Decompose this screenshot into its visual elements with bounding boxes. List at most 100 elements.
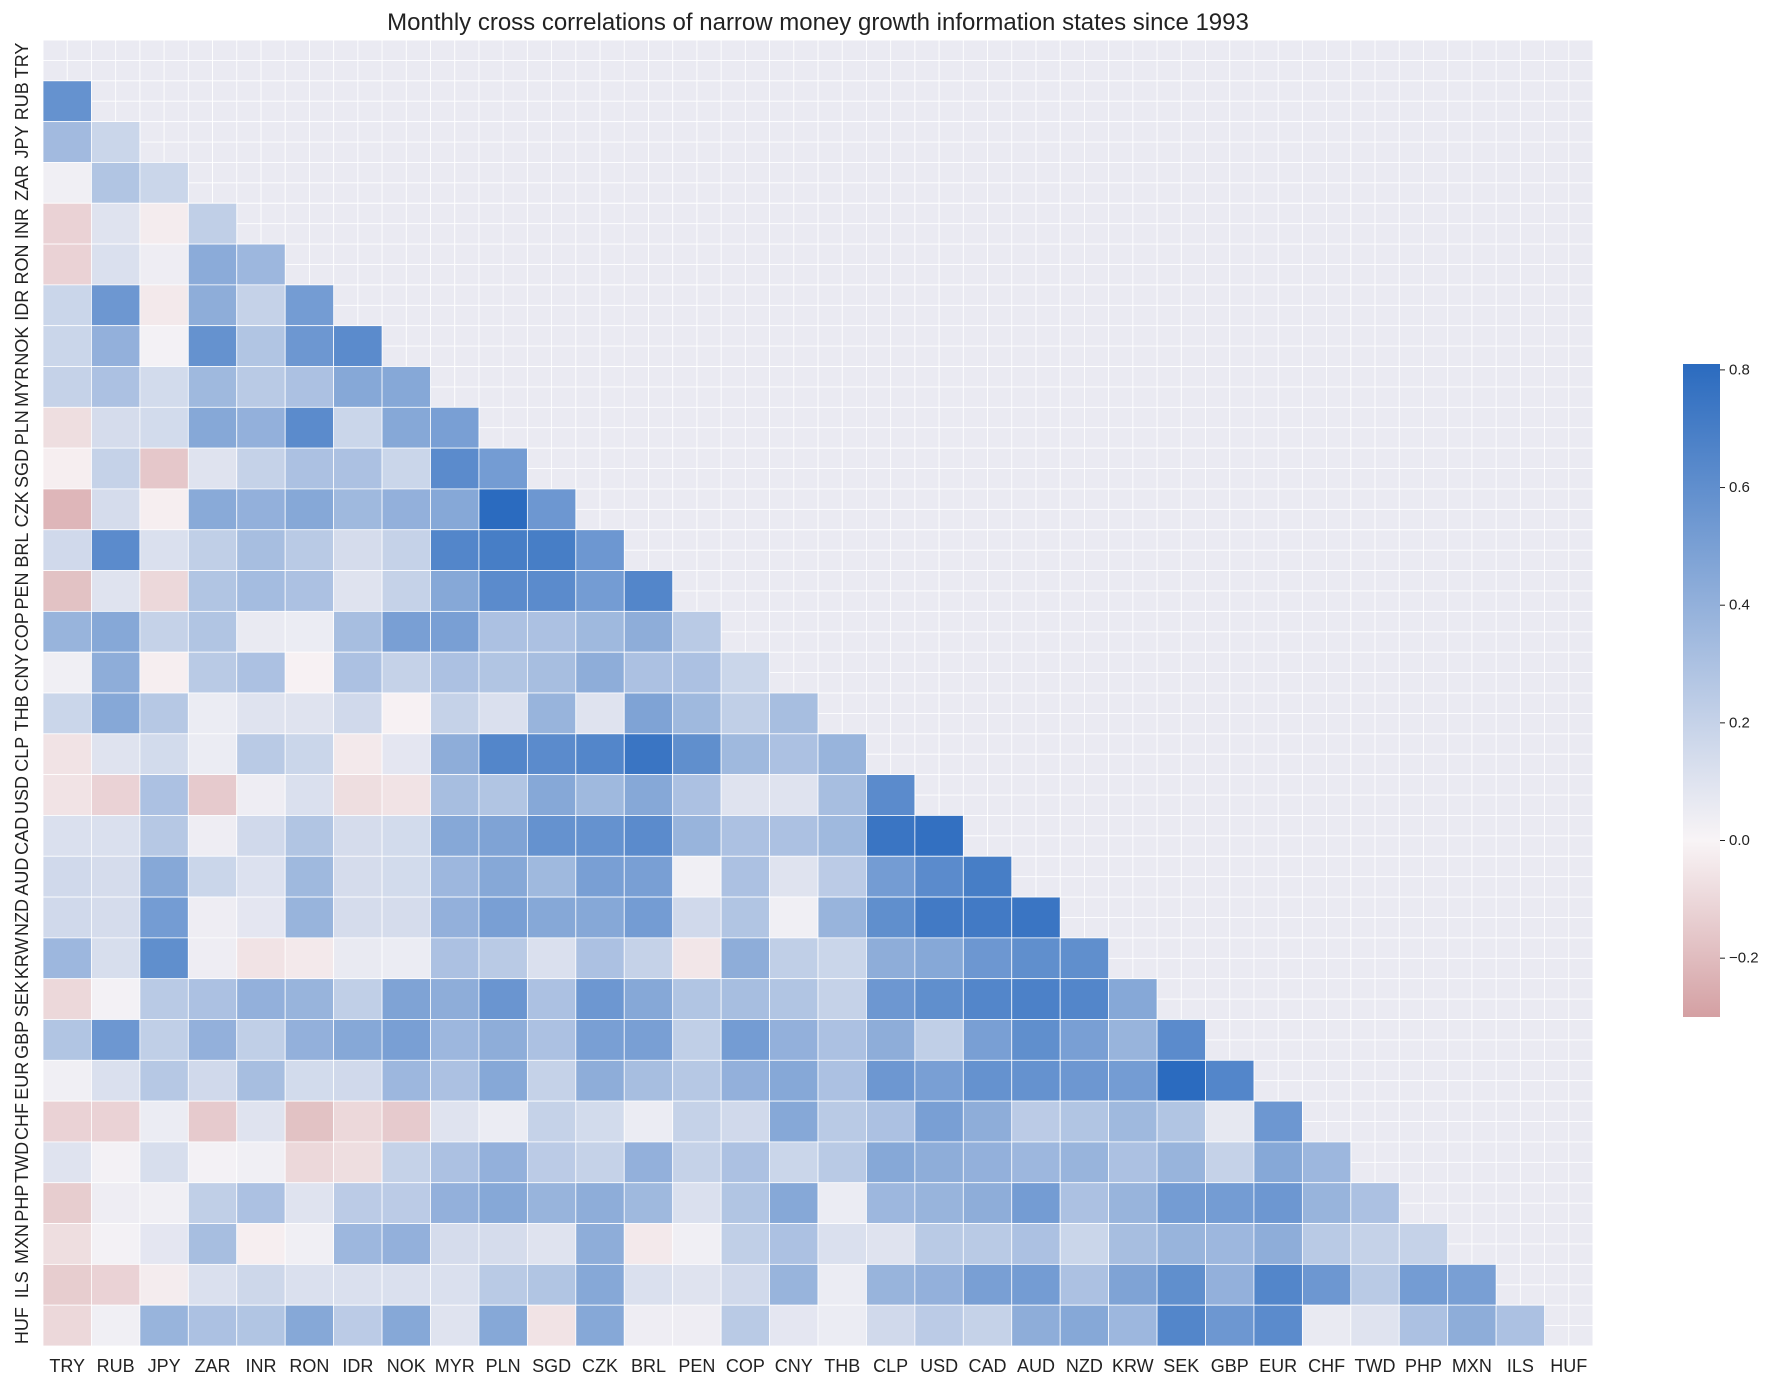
heatmap-cell-twd-eur [1253, 1141, 1303, 1184]
heatmap-cell-ils-czk [575, 1263, 625, 1306]
heatmap-cell-sek-nok [381, 978, 431, 1020]
heatmap-cell-aud-cop [720, 855, 770, 898]
heatmap-cell-idr-zar [187, 284, 238, 327]
heatmap-cell-thb-brl [623, 692, 674, 735]
heatmap-cell-chf-cny [769, 1100, 819, 1143]
heatmap-cell-nzd-sgd [526, 896, 577, 939]
heatmap-cell-usd-cop [720, 774, 770, 816]
heatmap-cell-eur-try [42, 1059, 92, 1102]
x-tick-label-chf: CHF [1308, 1356, 1345, 1376]
heatmap-cell-pen-czk [575, 570, 625, 612]
heatmap-cell-huf-clp [866, 1304, 916, 1347]
heatmap-cell-sgd-try [42, 447, 92, 490]
heatmap-cell-php-jpy [139, 1182, 189, 1224]
colorbar-tick-label: 0.8 [1729, 361, 1750, 378]
heatmap-cell-idr-jpy [139, 284, 189, 327]
heatmap-cell-thb-inr [236, 692, 286, 735]
heatmap-cell-usd-inr [236, 774, 286, 816]
heatmap-cell-krw-thb [817, 937, 867, 980]
heatmap-cell-chf-cop [720, 1100, 770, 1143]
heatmap-cell-php-try [42, 1182, 92, 1224]
heatmap-cell-krw-try [42, 937, 92, 980]
heatmap-cell-brl-idr [333, 529, 383, 571]
heatmap-cell-clp-pen [672, 733, 722, 776]
heatmap-cell-nzd-cad [962, 896, 1013, 939]
heatmap-cell-pen-rub [91, 570, 141, 612]
heatmap-cell-nzd-ron [284, 896, 335, 939]
heatmap-cell-cny-try [42, 651, 92, 694]
heatmap-cell-czk-sgd [526, 488, 577, 531]
heatmap-cell-mxn-sgd [526, 1223, 577, 1265]
heatmap-cell-sek-usd [914, 978, 964, 1020]
colorbar-tick-label: −0.2 [1729, 950, 1759, 967]
heatmap-cell-chf-clp [866, 1100, 916, 1143]
heatmap-cell-ils-chf [1301, 1263, 1352, 1306]
heatmap-cell-php-nok [381, 1182, 431, 1224]
heatmap-cell-usd-zar [187, 774, 238, 816]
heatmap-cell-ron-rub [91, 243, 141, 286]
heatmap-cell-gbp-try [42, 1019, 92, 1061]
heatmap-cell-mxn-idr [333, 1223, 383, 1265]
heatmap-cell-eur-cop [720, 1059, 770, 1102]
y-tick-label-cny: CNY [12, 654, 32, 692]
heatmap-cell-sek-cad [962, 978, 1013, 1020]
heatmap-cell-ils-clp [866, 1263, 916, 1306]
heatmap-cell-eur-cny [769, 1059, 819, 1102]
heatmap-cell-ils-sek [1156, 1263, 1206, 1306]
heatmap-cell-krw-nok [381, 937, 431, 980]
heatmap-cell-sek-cop [720, 978, 770, 1020]
y-tick-label-cop: COP [12, 612, 32, 651]
heatmap-cell-cop-inr [236, 610, 286, 653]
heatmap-cell-pen-jpy [139, 570, 189, 612]
heatmap-cell-mxn-chf [1301, 1223, 1352, 1265]
heatmap-cell-sek-try [42, 978, 92, 1020]
heatmap-cell-nzd-rub [91, 896, 141, 939]
heatmap-cell-php-zar [187, 1182, 238, 1224]
heatmap-cell-nzd-usd [914, 896, 964, 939]
heatmap-cell-ils-nok [381, 1263, 431, 1306]
heatmap-cell-huf-czk [575, 1304, 625, 1347]
heatmap-cell-twd-idr [333, 1141, 383, 1184]
heatmap-cell-pen-try [42, 570, 92, 612]
x-tick-label-cad: CAD [969, 1356, 1007, 1376]
heatmap-cell-chf-nzd [1059, 1100, 1110, 1143]
heatmap-cell-ils-cop [720, 1263, 770, 1306]
y-tick-label-php: PHP [12, 1185, 32, 1222]
heatmap-cell-cad-sgd [526, 815, 577, 857]
y-tick-label-try: TRY [12, 43, 32, 79]
y-tick-label-huf: HUF [12, 1307, 32, 1344]
heatmap-cell-nok-zar [187, 325, 238, 367]
heatmap-cell-czk-pln [478, 488, 528, 531]
heatmap-cell-cad-pln [478, 815, 528, 857]
heatmap-cell-nzd-jpy [139, 896, 189, 939]
heatmap-cell-cad-cny [769, 815, 819, 857]
heatmap-cell-usd-brl [623, 774, 674, 816]
heatmap-cell-twd-rub [91, 1141, 141, 1184]
heatmap-cell-huf-usd [914, 1304, 964, 1347]
x-tick-label-thb: THB [824, 1356, 860, 1376]
heatmap-cell-cop-idr [333, 610, 383, 653]
heatmap-cell-cny-myr [430, 651, 480, 694]
heatmap-cell-ils-usd [914, 1263, 964, 1306]
heatmap-cell-twd-myr [430, 1141, 480, 1184]
heatmap-cell-myr-zar [187, 366, 238, 408]
heatmap-cell-usd-ron [284, 774, 335, 816]
colorbar-tick-label: 0.2 [1729, 714, 1750, 731]
heatmap-cell-sgd-pln [478, 447, 528, 490]
heatmap-cell-aud-myr [430, 855, 480, 898]
heatmap-cell-gbp-cny [769, 1019, 819, 1061]
heatmap-cell-usd-myr [430, 774, 480, 816]
heatmap-cell-nzd-myr [430, 896, 480, 939]
heatmap-cell-krw-aud [1011, 937, 1061, 980]
heatmap-cell-mxn-aud [1011, 1223, 1061, 1265]
heatmap-cell-clp-jpy [139, 733, 189, 776]
heatmap-cell-gbp-jpy [139, 1019, 189, 1061]
heatmap-cell-chf-brl [623, 1100, 674, 1143]
x-tick-label-huf: HUF [1550, 1356, 1587, 1376]
heatmap-cell-brl-pln [478, 529, 528, 571]
heatmap-cell-huf-rub [91, 1304, 141, 1347]
y-tick-label-sgd: SGD [12, 449, 32, 488]
heatmap-cell-cop-pln [478, 610, 528, 653]
heatmap-cell-ils-myr [430, 1263, 480, 1306]
